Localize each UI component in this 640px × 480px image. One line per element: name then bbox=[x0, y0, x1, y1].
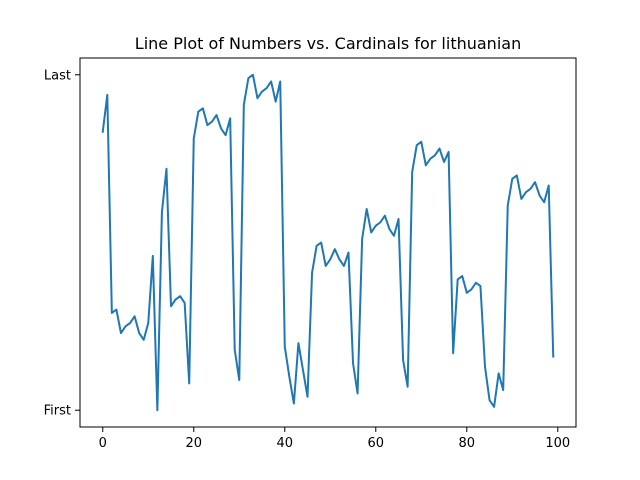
y-axis: First Last bbox=[44, 68, 80, 419]
x-tick-label: 20 bbox=[185, 436, 202, 451]
x-tick-label: 40 bbox=[276, 436, 293, 451]
x-tick-label: 100 bbox=[545, 436, 570, 451]
chart-title: Line Plot of Numbers vs. Cardinals for l… bbox=[135, 34, 521, 53]
series-line bbox=[101, 73, 555, 412]
plot-area bbox=[101, 73, 555, 412]
y-tick-label: Last bbox=[44, 68, 71, 83]
x-tick-label: 0 bbox=[99, 436, 107, 451]
axes-frame bbox=[79, 57, 577, 428]
x-axis: 0 20 40 60 80 100 bbox=[99, 427, 570, 451]
y-tick-label: First bbox=[44, 404, 71, 419]
x-tick-label: 80 bbox=[459, 436, 476, 451]
x-tick-label: 60 bbox=[368, 436, 385, 451]
